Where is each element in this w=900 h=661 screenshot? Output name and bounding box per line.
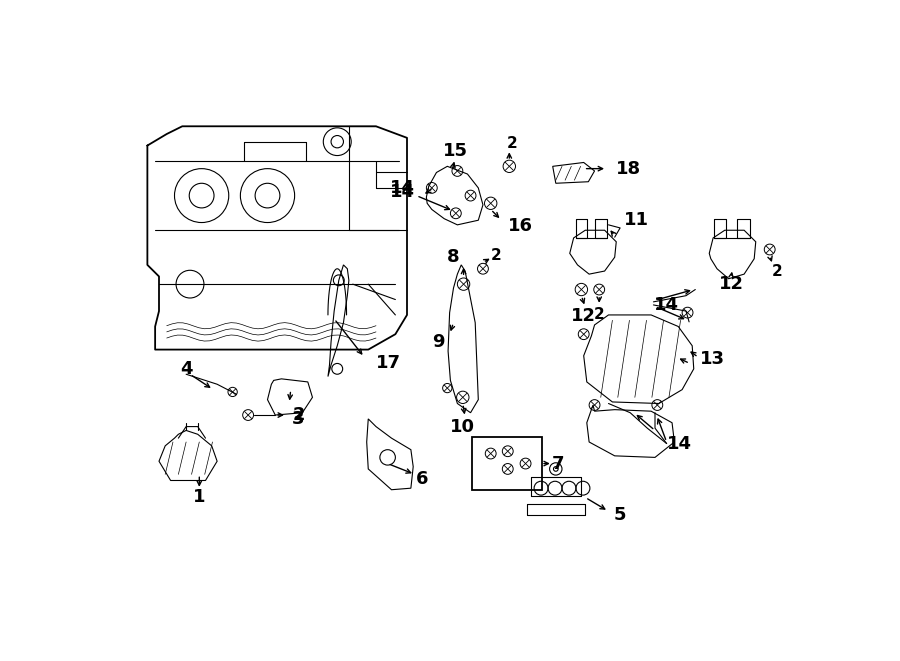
- Text: 12: 12: [572, 307, 596, 325]
- Text: 15: 15: [443, 142, 468, 160]
- Text: 2: 2: [594, 307, 605, 323]
- Text: 17: 17: [376, 354, 401, 372]
- Text: 6: 6: [416, 470, 428, 488]
- Text: 14: 14: [390, 179, 415, 197]
- Text: 7: 7: [552, 455, 564, 473]
- Text: 2: 2: [772, 264, 783, 278]
- Text: 18: 18: [616, 160, 642, 178]
- Text: 16: 16: [508, 217, 533, 235]
- Text: 5: 5: [614, 506, 626, 524]
- Text: 11: 11: [624, 212, 649, 229]
- Text: 12: 12: [718, 275, 743, 293]
- Text: 14: 14: [667, 434, 691, 453]
- Text: 2: 2: [506, 136, 517, 151]
- Text: 2: 2: [491, 248, 501, 263]
- Text: 2: 2: [292, 406, 305, 424]
- Text: 14: 14: [653, 296, 679, 314]
- Text: 4: 4: [180, 360, 193, 378]
- Text: 13: 13: [700, 350, 725, 368]
- Text: 1: 1: [194, 488, 205, 506]
- Text: 10: 10: [450, 418, 475, 436]
- Text: 3: 3: [292, 410, 305, 428]
- Text: 14: 14: [390, 182, 415, 201]
- Text: 9: 9: [432, 333, 445, 351]
- Text: 8: 8: [447, 248, 460, 266]
